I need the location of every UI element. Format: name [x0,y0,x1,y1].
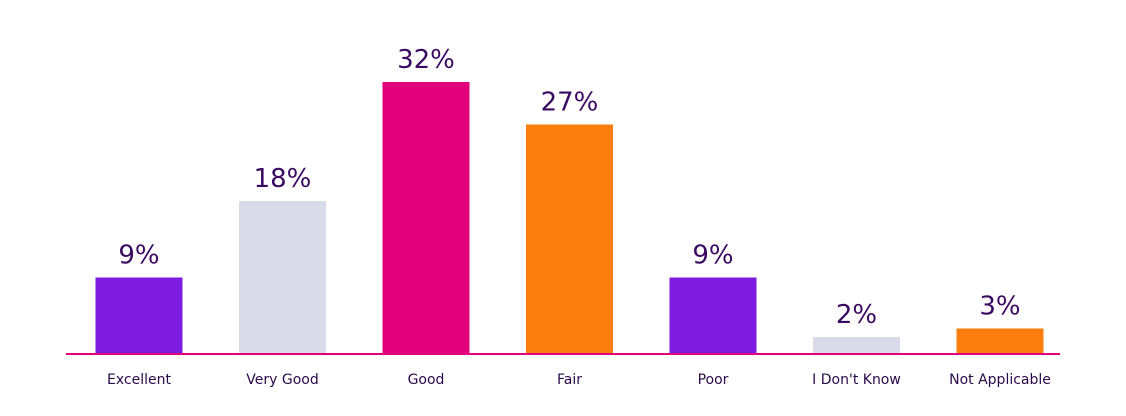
bar-excellent [95,277,183,354]
bar-fair [526,124,613,354]
value-label-very-good: 18% [254,164,312,194]
category-label-fair: Fair [557,372,582,388]
category-label-i-don-t-know: I Don't Know [812,372,901,388]
bar-good [382,82,470,354]
category-labels-group: Excellent Very Good Good Fair Poor I Don't Kn… [107,372,1051,388]
value-labels-group: 9% 18% 32% 27% 9% 2% 3% [118,45,1020,330]
value-label-excellent: 9% [118,241,159,271]
category-label-very-good: Very Good [246,372,318,388]
bar-very-good [239,201,326,354]
category-label-poor: Poor [698,372,729,388]
value-label-fair: 27% [541,88,599,118]
value-label-not-applicable: 3% [979,292,1020,322]
category-label-excellent: Excellent [107,372,171,388]
bar-not-applicable [956,328,1044,354]
value-label-poor: 9% [692,241,733,271]
bars-group [95,82,1044,354]
bar-i-don-t-know [813,337,900,354]
bar-poor [669,277,757,354]
category-label-not-applicable: Not Applicable [949,372,1051,388]
value-label-i-don-t-know: 2% [836,300,877,330]
value-label-good: 32% [397,45,455,75]
category-label-good: Good [408,372,445,388]
